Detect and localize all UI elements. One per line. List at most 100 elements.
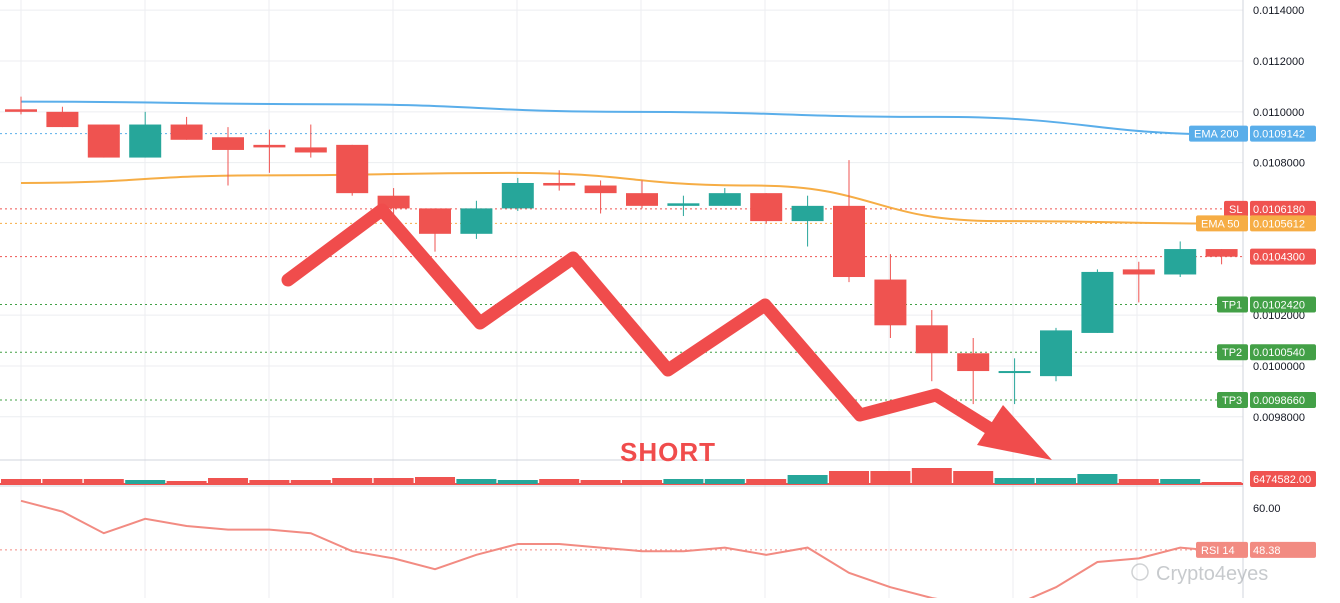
volume-bar: [1201, 482, 1242, 484]
volume-bar: [870, 471, 911, 484]
ema-lines: [20, 100, 1242, 225]
tag-value: 0.0105612: [1253, 218, 1305, 230]
candle-body: [708, 193, 741, 206]
volume-bar: [83, 479, 124, 484]
level-tag: TP1 0.0102420: [1217, 296, 1316, 313]
candle-body: [626, 193, 658, 206]
price-tick-label: 0.0100000: [1253, 361, 1305, 373]
candle-body: [501, 182, 534, 209]
tag-value-box: [1250, 344, 1316, 361]
candle-body: [584, 185, 617, 194]
tag-name-box: [1224, 200, 1248, 217]
arrow-head-icon: [977, 405, 1052, 460]
volume-tag: 6474582.00: [1250, 471, 1316, 487]
candle: [543, 170, 576, 191]
candle-body: [87, 124, 120, 158]
volume-bar: [746, 479, 787, 484]
candle-body: [336, 144, 369, 194]
tag-value: 0.0100540: [1253, 347, 1305, 359]
level-tag: EMA 50 0.0105612: [1196, 215, 1316, 232]
candle: [957, 338, 990, 405]
candle-body: [460, 208, 493, 234]
candle-body: [543, 182, 576, 186]
tag-name: EMA 50: [1201, 218, 1240, 230]
watermark: Crypto4eyes: [1131, 563, 1268, 585]
volume-bar: [456, 479, 497, 484]
candle: [1040, 327, 1072, 382]
candle: [1164, 241, 1197, 278]
volume-bar: [373, 478, 414, 484]
volume-bar: [497, 480, 538, 484]
candle: [212, 127, 244, 186]
candle-body: [170, 124, 203, 140]
grid: [0, 0, 1244, 598]
candle-body: [750, 193, 783, 222]
volume-bars: [0, 468, 1243, 485]
volume-bar: [415, 477, 455, 484]
candle-body: [294, 147, 327, 153]
level-tag: TP2 0.0100540: [1217, 344, 1316, 361]
tag-value: 0.0098660: [1253, 395, 1305, 407]
tag-name-box: [1189, 125, 1248, 142]
candle: [294, 124, 327, 158]
candle: [750, 193, 783, 224]
volume-bar: [663, 479, 704, 484]
volume-bar: [539, 479, 580, 484]
candle-body: [1081, 271, 1114, 333]
ema50-line: [20, 171, 1242, 225]
short-label: SHORT: [620, 437, 716, 467]
price-tick-label: 0.0102000: [1253, 310, 1305, 322]
candle: [87, 124, 120, 158]
volume-bar: [953, 471, 994, 484]
candle-body: [833, 205, 865, 278]
volume-bar: [332, 478, 373, 484]
candle: [1205, 249, 1238, 265]
tag-name: EMA 200: [1194, 129, 1239, 141]
arrow-path: [281, 203, 1012, 445]
volume-bar: [208, 478, 248, 484]
tag-value: 0.0106180: [1253, 204, 1305, 216]
tag-name-box: [1217, 392, 1248, 409]
volume-bar: [1, 479, 41, 484]
candle: [833, 160, 865, 283]
candle-body: [915, 325, 948, 354]
tag-name-box: [1196, 215, 1248, 232]
candle-body: [419, 208, 451, 234]
volume-bar: [911, 468, 952, 484]
volume-bar: [1077, 474, 1118, 484]
candle: [5, 96, 37, 115]
tag-value-box: [1250, 248, 1316, 265]
tag-value: 0.0104300: [1253, 252, 1305, 264]
price-tick-label: 0.0098000: [1253, 412, 1305, 424]
candle: [626, 180, 658, 209]
tag-value-box: [1250, 296, 1316, 313]
candle-body: [1205, 249, 1238, 257]
candle: [667, 195, 700, 217]
price-tick-label: 0.0108000: [1253, 158, 1305, 170]
volume-bar: [125, 480, 166, 484]
candle: [501, 177, 534, 211]
level-tag: 0.0104300: [1250, 248, 1316, 265]
candle: [170, 116, 203, 140]
candle: [253, 129, 286, 173]
candle-body: [212, 137, 244, 150]
rsi-tag: RSI 14 48.38: [1196, 541, 1316, 558]
candle-body: [998, 371, 1031, 374]
candle: [336, 144, 369, 196]
tag-name: RSI 14: [1201, 545, 1235, 557]
volume-bar: [166, 481, 207, 484]
volume-bar: [42, 479, 83, 484]
candle-body: [129, 124, 162, 158]
candle-body: [5, 109, 37, 112]
candle-body: [667, 203, 700, 206]
candles: [5, 96, 1238, 405]
price-axis: 0.0114000 0.0112000 0.0110000 0.0108000 0.01…: [1253, 5, 1305, 515]
level-tag: TP3 0.0098660: [1217, 392, 1316, 409]
volume-bar: [994, 478, 1035, 484]
candle-body: [253, 144, 286, 148]
tag-value: 48.38: [1253, 545, 1281, 557]
tag-value-box: [1250, 125, 1316, 142]
tag-name-box: [1196, 541, 1248, 558]
volume-bar: [787, 475, 828, 484]
